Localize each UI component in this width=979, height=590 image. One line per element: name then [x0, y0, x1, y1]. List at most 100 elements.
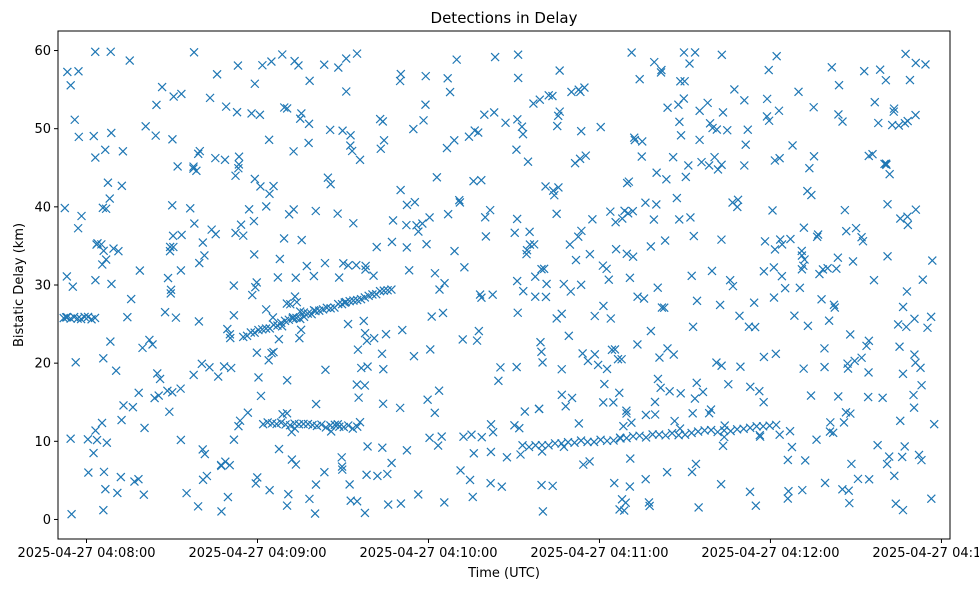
detection-point	[873, 440, 883, 450]
x-tick-label: 2025-04-27 04:10:00	[359, 546, 497, 561]
detection-point	[97, 418, 107, 428]
detection-point	[66, 80, 76, 90]
detection-point	[480, 212, 490, 222]
detection-point	[605, 207, 615, 217]
detection-point	[217, 506, 226, 516]
detection-point	[401, 220, 411, 230]
detection-point	[310, 509, 320, 519]
detection-point	[66, 434, 76, 444]
detection-point	[903, 220, 913, 230]
detection-point	[717, 160, 727, 170]
detection-point	[92, 435, 102, 445]
detection-point	[362, 336, 372, 346]
detection-point	[827, 62, 837, 72]
detection-point	[345, 141, 355, 150]
detection-point	[883, 251, 892, 261]
detection-point	[529, 239, 539, 249]
detection-point	[167, 387, 177, 397]
detection-point	[653, 374, 663, 384]
detection-point	[884, 452, 894, 462]
detection-point	[231, 228, 240, 238]
detection-point	[319, 60, 329, 70]
x-axis-label: Time (UTC)	[467, 566, 540, 581]
detection-point	[598, 398, 608, 407]
detection-point	[473, 128, 483, 138]
detection-point	[567, 87, 576, 97]
detection-point	[73, 314, 83, 323]
detection-point	[853, 474, 863, 484]
detection-point	[490, 52, 500, 62]
detection-point	[813, 230, 823, 239]
detection-point	[751, 501, 761, 511]
detection-point	[897, 452, 907, 462]
detection-point	[548, 186, 558, 196]
detection-point	[73, 223, 83, 233]
detection-point	[379, 286, 389, 296]
detection-point	[288, 314, 298, 324]
detection-point	[513, 50, 523, 60]
detection-point	[98, 353, 108, 363]
detection-point	[112, 488, 122, 498]
detection-point	[771, 349, 781, 359]
detection-point	[525, 240, 535, 250]
detection-point	[769, 263, 779, 272]
detection-point	[103, 178, 113, 188]
detection-point	[430, 408, 440, 418]
detection-point	[750, 322, 760, 332]
detection-point	[633, 292, 642, 302]
detection-point	[870, 97, 880, 107]
detection-point	[576, 126, 586, 136]
detection-point	[481, 232, 491, 241]
detection-point	[555, 107, 565, 117]
detection-point	[784, 486, 793, 496]
detection-point	[402, 445, 412, 455]
detection-point	[90, 153, 100, 162]
detection-point	[548, 91, 557, 101]
detection-point	[299, 419, 308, 429]
detection-point	[375, 286, 385, 296]
detection-point	[713, 427, 723, 437]
detection-point	[715, 300, 725, 310]
detection-point	[622, 433, 632, 443]
detection-point	[857, 232, 866, 242]
detection-point	[77, 211, 86, 221]
detection-point	[573, 232, 583, 242]
detection-point	[512, 214, 522, 224]
detection-point	[728, 281, 738, 291]
detection-point	[685, 59, 694, 68]
detection-point	[536, 337, 545, 347]
detection-point	[160, 307, 170, 317]
detection-point	[680, 76, 690, 86]
detection-point	[404, 265, 414, 275]
detection-point	[891, 499, 901, 509]
detection-point	[523, 157, 533, 167]
detection-point	[198, 238, 208, 247]
detection-point	[282, 104, 292, 113]
detection-point	[759, 266, 769, 276]
detection-point	[578, 460, 588, 470]
detection-point	[68, 282, 78, 292]
detection-point	[443, 73, 453, 83]
detection-point	[629, 133, 639, 143]
detection-point	[557, 364, 567, 374]
y-tick-label: 30	[34, 279, 51, 294]
detection-point	[514, 423, 524, 433]
detection-point	[833, 109, 843, 119]
detection-point	[565, 240, 575, 249]
detection-point	[188, 164, 198, 173]
detection-point	[71, 357, 81, 367]
detection-point	[347, 146, 357, 156]
detection-point	[581, 151, 591, 161]
detection-point	[621, 498, 631, 508]
detection-point	[653, 283, 663, 293]
detection-point	[249, 250, 259, 259]
detection-point	[98, 505, 108, 515]
detection-point	[585, 457, 595, 466]
detection-point	[809, 102, 819, 112]
detection-point	[725, 275, 735, 285]
detection-point	[62, 271, 72, 281]
detection-point	[512, 114, 522, 124]
detection-point	[622, 178, 632, 188]
detection-point	[269, 347, 278, 357]
detection-point	[764, 65, 774, 75]
